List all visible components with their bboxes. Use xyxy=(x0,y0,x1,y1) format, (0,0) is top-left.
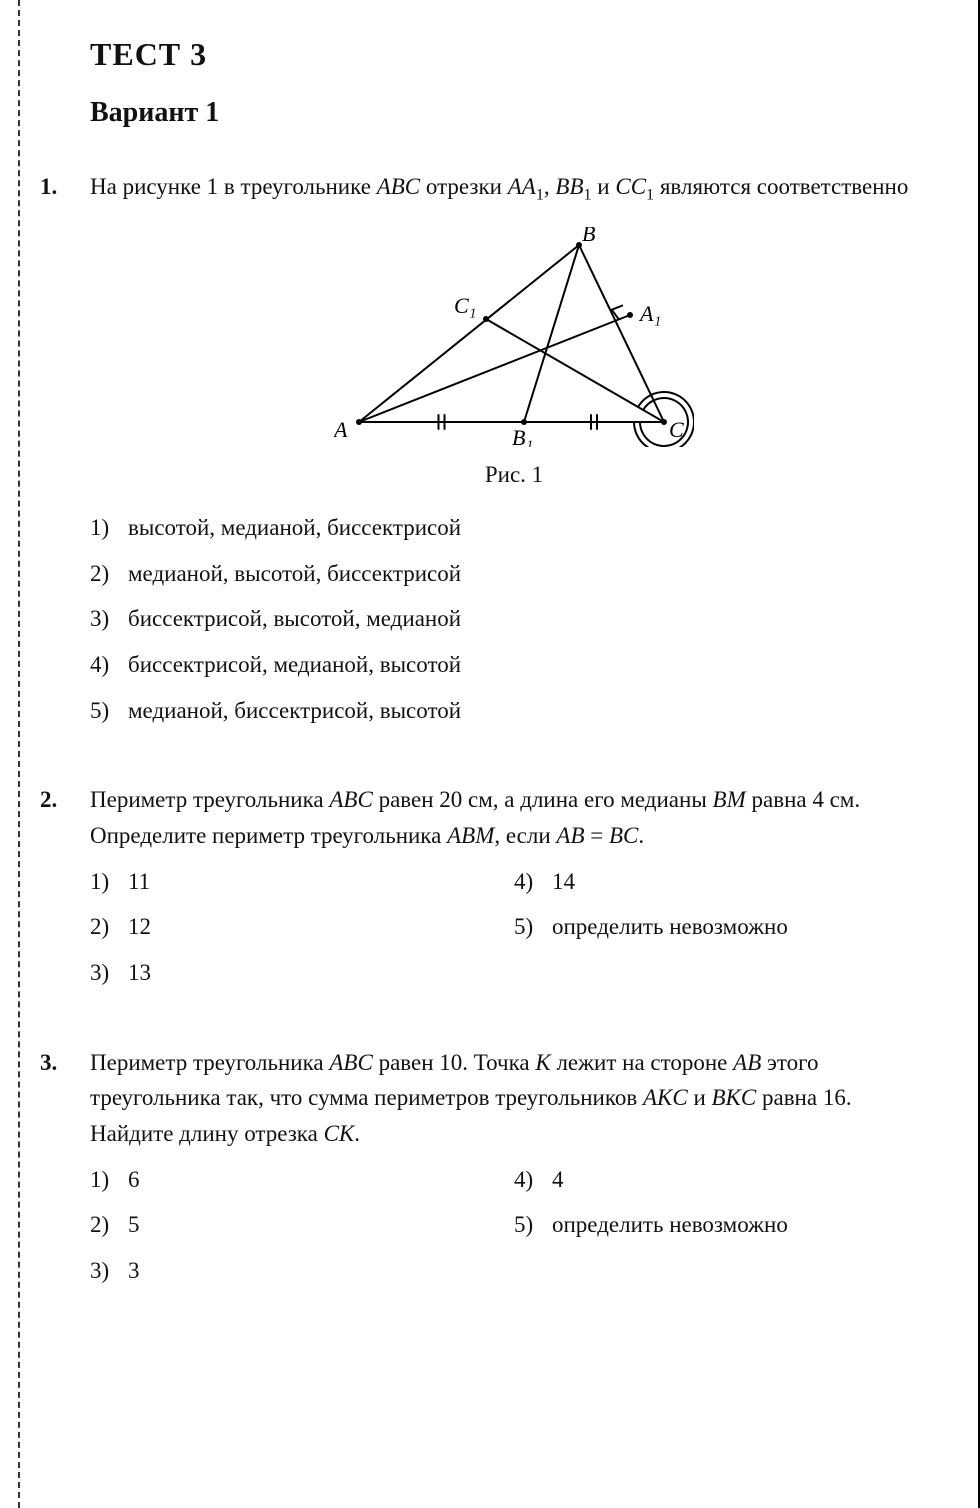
answer-option: 4)4 xyxy=(514,1162,938,1198)
answer-option: 3)13 xyxy=(90,955,514,991)
svg-text:B₁: B₁ xyxy=(512,425,533,447)
svg-text:B: B xyxy=(582,227,595,246)
problem-3: 3. Периметр треугольника ABC равен 10. Т… xyxy=(90,1045,938,1299)
answer-option: 2)12 xyxy=(90,909,514,945)
problem-3-stem: Периметр треугольника ABC равен 10. Точк… xyxy=(90,1045,938,1152)
answer-option: 2)5 xyxy=(90,1207,514,1243)
figure-1-caption: Рис. 1 xyxy=(90,457,938,493)
figure-1-wrap: A B C A₁ B₁ C₁ xyxy=(90,227,938,447)
svg-text:A: A xyxy=(334,417,348,442)
page: ТЕСТ 3 Вариант 1 1. На рисунке 1 в треуг… xyxy=(0,0,980,1508)
problem-3-number: 3. xyxy=(40,1045,90,1081)
answer-option: 1)высотой, медианой, биссектрисой xyxy=(90,510,938,546)
svg-text:C: C xyxy=(669,417,684,442)
answer-option: 2)медианой, высотой, биссектрисой xyxy=(90,556,938,592)
problem-2-number: 2. xyxy=(40,782,90,818)
answer-option: 3)3 xyxy=(90,1253,514,1289)
problem-1-stem: На рисунке 1 в треугольнике ABC отрезки … xyxy=(90,169,938,209)
svg-text:A₁: A₁ xyxy=(638,301,661,326)
problem-1-answers: 1)высотой, медианой, биссектрисой 2)меди… xyxy=(90,510,938,728)
test-title: ТЕСТ 3 xyxy=(90,36,938,73)
problem-1-number: 1. xyxy=(40,169,90,205)
problem-2-body: Периметр треугольника ABC равен 20 см, а… xyxy=(90,782,938,1000)
answer-option: 1)6 xyxy=(90,1162,514,1198)
problem-3-body: Периметр треугольника ABC равен 10. Точк… xyxy=(90,1045,938,1299)
answer-option: 4)14 xyxy=(514,864,938,900)
variant-title: Вариант 1 xyxy=(90,97,938,129)
figure-1-svg: A B C A₁ B₁ C₁ xyxy=(334,227,694,447)
problem-3-answers: 1)6 2)5 3)3 4)4 5)определить невозможно xyxy=(90,1162,938,1299)
answer-option: 5)медианой, биссектрисой, высотой xyxy=(90,693,938,729)
answer-option: 4)биссектрисой, медианой, высотой xyxy=(90,647,938,683)
svg-text:C₁: C₁ xyxy=(454,293,476,318)
left-dashed-border xyxy=(18,0,20,1508)
problem-2: 2. Периметр треугольника ABC равен 20 см… xyxy=(90,782,938,1000)
problem-1-body: На рисунке 1 в треугольнике ABC отрезки … xyxy=(90,169,938,738)
answer-option: 1)11 xyxy=(90,864,514,900)
problem-2-stem: Периметр треугольника ABC равен 20 см, а… xyxy=(90,782,938,853)
answer-option: 3)биссектрисой, высотой, медианой xyxy=(90,601,938,637)
answer-option: 5)определить невозможно xyxy=(514,909,938,945)
problem-2-answers: 1)11 2)12 3)13 4)14 5)определить невозмо… xyxy=(90,864,938,1001)
problem-1: 1. На рисунке 1 в треугольнике ABC отрез… xyxy=(90,169,938,738)
answer-option: 5)определить невозможно xyxy=(514,1207,938,1243)
